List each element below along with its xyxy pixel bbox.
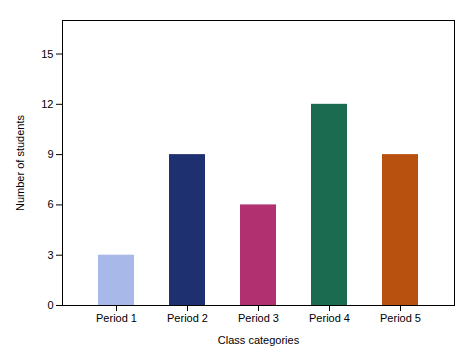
svg-text:12: 12: [41, 98, 53, 110]
svg-text:6: 6: [47, 198, 53, 210]
svg-text:Number of students: Number of students: [14, 115, 26, 211]
svg-text:Class categories: Class categories: [218, 334, 300, 346]
svg-text:15: 15: [41, 48, 53, 60]
svg-text:3: 3: [47, 249, 53, 261]
svg-text:9: 9: [47, 148, 53, 160]
svg-text:Period 4: Period 4: [309, 312, 350, 324]
svg-text:Period 1: Period 1: [96, 312, 137, 324]
svg-text:0: 0: [47, 299, 53, 311]
svg-text:Period 2: Period 2: [167, 312, 208, 324]
svg-text:Period 3: Period 3: [238, 312, 279, 324]
svg-text:Period 5: Period 5: [380, 312, 421, 324]
